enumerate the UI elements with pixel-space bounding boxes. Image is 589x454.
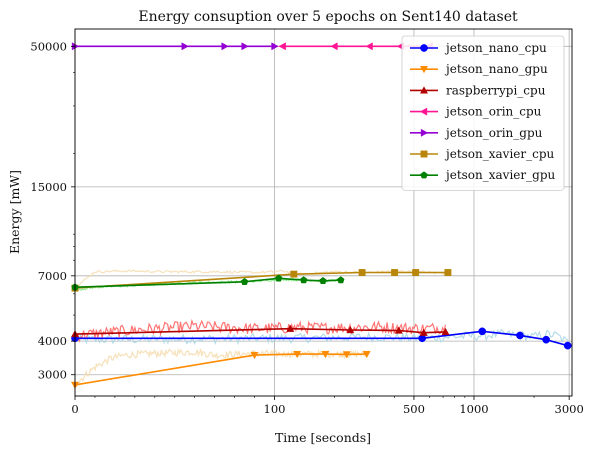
legend-label: jetson_orin_cpu xyxy=(444,105,542,119)
x-tick-label: 100 xyxy=(264,402,286,416)
legend-swatch-marker xyxy=(419,86,429,94)
data-point-jetson_nano_gpu xyxy=(293,350,302,359)
legend: jetson_nano_cpu jetson_nano_gpu raspberryp… xyxy=(401,35,565,191)
data-point-jetson_nano_gpu xyxy=(342,351,351,359)
data-point-jetson_orin_gpu xyxy=(271,42,279,51)
legend-label: jetson_nano_gpu xyxy=(444,62,548,76)
legend-label: jetson_orin_gpu xyxy=(444,126,543,140)
data-point-jetson_xavier_cpu xyxy=(290,270,298,278)
data-point-raspberrypi_cpu xyxy=(346,325,355,334)
data-point-jetson_orin_cpu xyxy=(330,42,338,51)
legend-swatch-marker xyxy=(419,107,428,116)
data-point-jetson_nano_gpu xyxy=(321,350,330,359)
series-line-raspberrypi_cpu xyxy=(74,327,446,335)
legend-box xyxy=(401,35,565,191)
legend-swatch-marker xyxy=(420,44,428,52)
data-point-jetson_orin_cpu xyxy=(278,42,286,51)
data-point-raspberrypi_cpu xyxy=(394,326,403,334)
y-tick-label: 50000 xyxy=(30,39,67,53)
raw-trace-jetson_nano_gpu xyxy=(74,347,368,388)
y-axis-label: Energy [mW] xyxy=(7,170,22,254)
series-line-jetson_nano_gpu xyxy=(74,353,367,386)
x-tick-label: 0 xyxy=(71,402,78,416)
epoch-series-group xyxy=(70,42,572,390)
x-axis-ticks: 0 100 500 1000 3000 xyxy=(71,396,584,416)
raw-trace-jetson_nano_cpu xyxy=(74,328,569,346)
chart-title: Energy consuption over 5 epochs on Sent1… xyxy=(138,9,518,25)
data-point-raspberrypi_cpu xyxy=(441,327,450,336)
data-point-jetson_xavier_gpu xyxy=(240,277,249,285)
y-tick-label: 15000 xyxy=(30,180,67,194)
data-point-jetson_nano_gpu xyxy=(362,350,371,359)
data-point-jetson_nano_cpu xyxy=(516,331,524,340)
data-point-jetson_nano_cpu xyxy=(542,335,550,344)
data-point-jetson_xavier_gpu xyxy=(319,276,327,285)
plot-area-frame xyxy=(74,28,573,397)
y-tick-label: 7000 xyxy=(38,269,67,283)
data-point-raspberrypi_cpu xyxy=(286,324,295,332)
legend-label: jetson_nano_cpu xyxy=(444,41,547,55)
data-point-jetson_orin_gpu xyxy=(221,42,229,51)
y-axis-ticks: 3000 4000 7000 15000 50000 xyxy=(30,39,75,382)
y-tick-label: 3000 xyxy=(38,368,67,382)
data-point-jetson_xavier_gpu xyxy=(275,274,283,282)
data-point-jetson_xavier_cpu xyxy=(391,269,399,276)
legend-label: jetson_xavier_gpu xyxy=(444,168,555,182)
y-tick-label: 4000 xyxy=(38,334,67,348)
x-axis-label: Time [seconds] xyxy=(275,430,371,445)
x-tick-label: 3000 xyxy=(555,402,584,416)
legend-swatch-marker xyxy=(420,128,429,137)
data-point-jetson_xavier_gpu xyxy=(337,276,345,284)
data-point-jetson_nano_cpu xyxy=(478,327,487,336)
x-tick-label: 1000 xyxy=(459,402,488,416)
series-line-jetson_nano_cpu xyxy=(75,330,568,347)
legend-label: jetson_xavier_cpu xyxy=(444,147,555,161)
data-point-jetson_orin_gpu xyxy=(181,42,189,51)
legend-swatch-marker xyxy=(420,150,428,158)
data-point-jetson_xavier_cpu xyxy=(444,269,452,276)
data-point-jetson_xavier_cpu xyxy=(412,269,420,276)
legend-swatch-marker xyxy=(419,66,429,74)
data-point-raspberrypi_cpu xyxy=(419,328,428,336)
series-line-jetson_xavier_cpu xyxy=(74,271,448,289)
legend-label: raspberrypi_cpu xyxy=(446,83,546,97)
x-tick-label: 500 xyxy=(403,402,425,416)
data-point-jetson_xavier_gpu xyxy=(299,276,308,284)
data-point-jetson_orin_cpu xyxy=(365,42,373,51)
data-point-jetson_xavier_cpu xyxy=(358,269,366,276)
legend-swatch-marker xyxy=(420,171,428,179)
data-point-jetson_orin_gpu xyxy=(241,42,249,51)
data-point-jetson_nano_cpu xyxy=(563,341,572,350)
data-point-jetson_nano_gpu xyxy=(250,351,259,360)
